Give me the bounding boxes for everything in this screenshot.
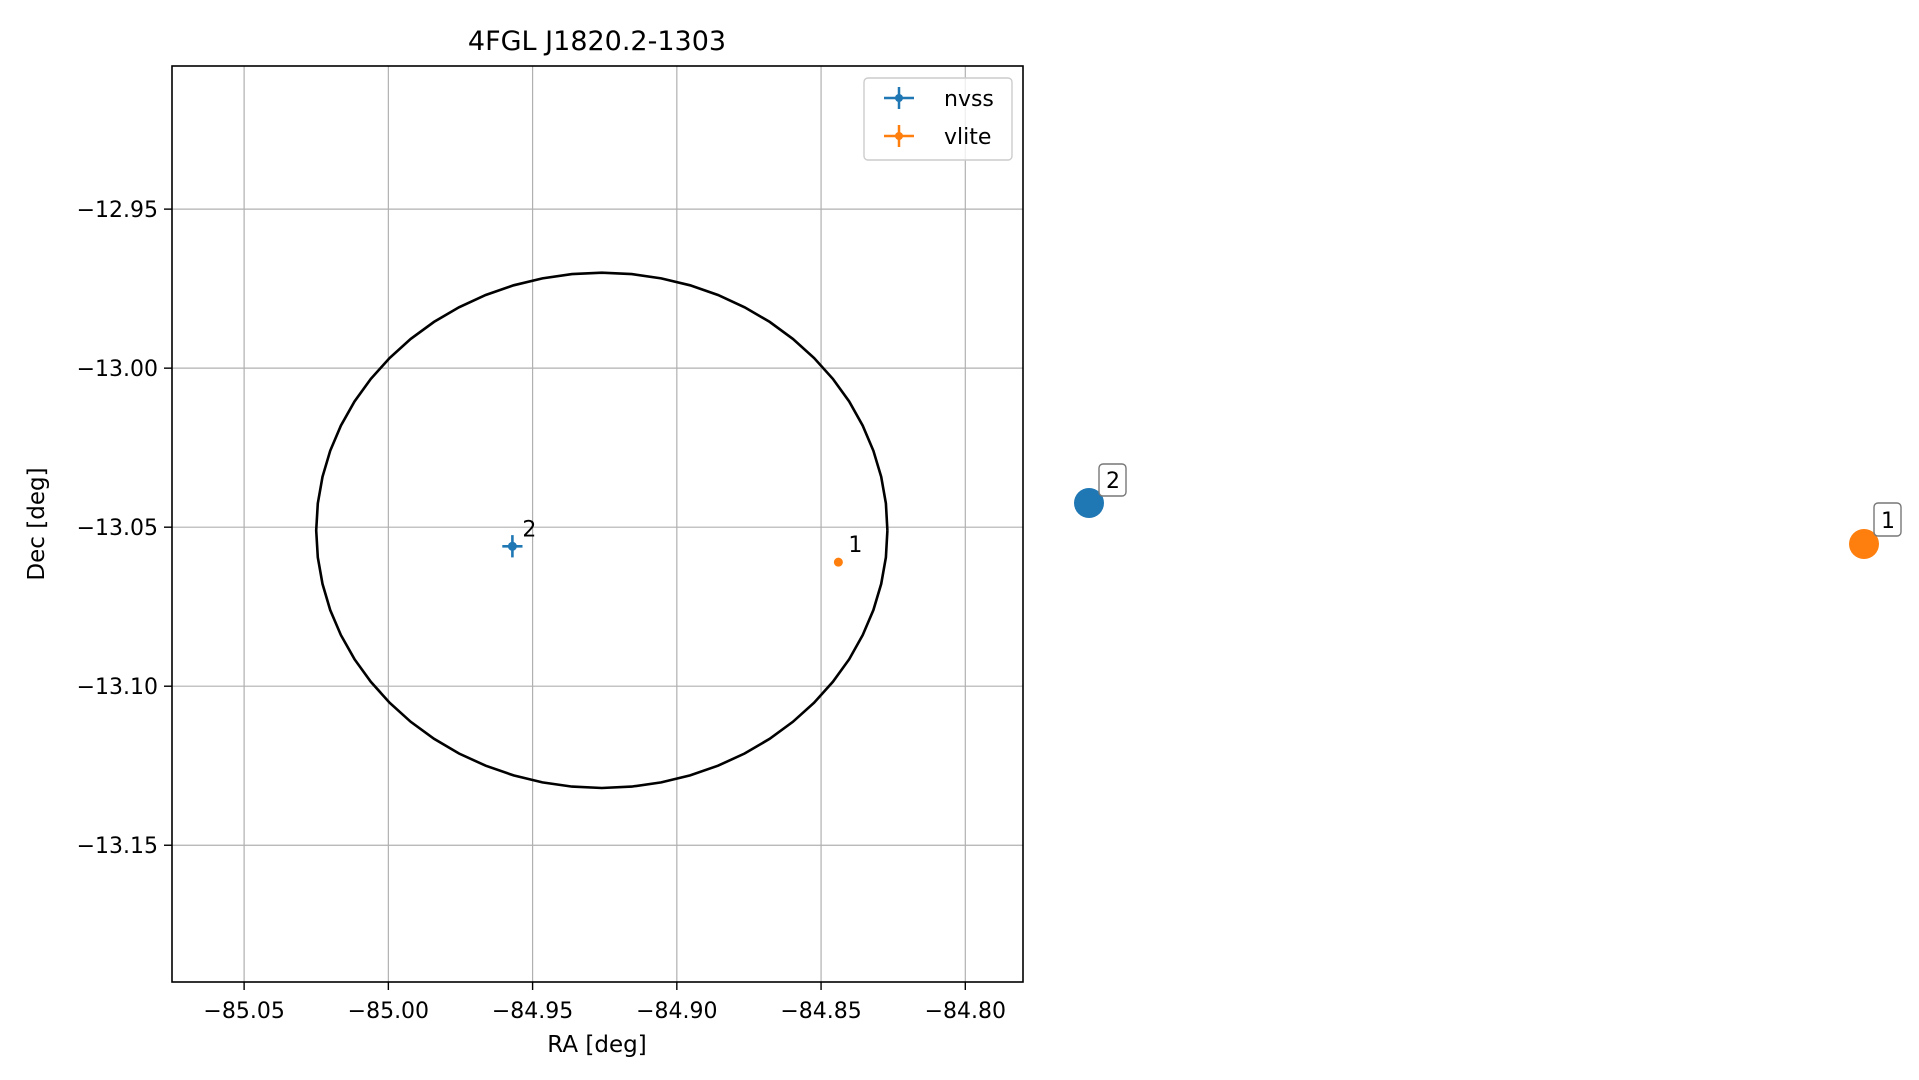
x-tick-label: −84.90 xyxy=(636,999,717,1024)
y-ticks: −12.95 −13.00 −13.05 −13.10 −13.15 xyxy=(77,198,172,859)
axes-frame xyxy=(171,65,1024,983)
legend-label-vlite: vlite xyxy=(944,125,991,150)
side-marker-orange xyxy=(1849,529,1879,559)
side-markers: 2 1 xyxy=(1074,463,1902,559)
chart-title: 4FGL J1820.2-1303 xyxy=(468,26,726,57)
grid-lines xyxy=(172,66,1023,982)
x-tick-label: −85.05 xyxy=(203,999,284,1024)
x-tick-label: −85.00 xyxy=(348,999,429,1024)
y-tick-label: −13.10 xyxy=(77,675,158,700)
side-marker-orange-label: 1 xyxy=(1881,509,1895,534)
source-ellipse xyxy=(314,271,889,790)
marker-dot xyxy=(833,557,843,567)
marker-dot xyxy=(507,541,517,551)
data-point-vlite xyxy=(833,557,843,567)
legend-marker-vlite xyxy=(884,125,914,147)
x-tick-label: −84.95 xyxy=(492,999,573,1024)
x-tick-label: −84.80 xyxy=(925,999,1006,1024)
legend-marker-nvss xyxy=(884,87,914,109)
point-label: 1 xyxy=(848,533,862,558)
side-marker-blue-label-box xyxy=(1098,463,1127,497)
y-tick-label: −12.95 xyxy=(77,198,158,223)
x-ticks: −85.05 −85.00 −84.95 −84.90 −84.85 −84.80 xyxy=(203,982,1006,1024)
ellipse-layer xyxy=(314,271,889,790)
y-tick-label: −13.15 xyxy=(77,834,158,859)
y-tick-label: −13.00 xyxy=(77,357,158,382)
x-tick-label: −84.85 xyxy=(780,999,861,1024)
y-tick-label: −13.05 xyxy=(77,516,158,541)
y-axis-label: Dec [deg] xyxy=(24,467,50,580)
data-point-nvss xyxy=(502,535,523,558)
points-layer: 21 xyxy=(502,517,862,567)
legend-label-nvss: nvss xyxy=(944,87,994,112)
x-axis-label: RA [deg] xyxy=(547,1032,646,1058)
side-marker-blue xyxy=(1074,488,1104,518)
side-marker-blue-label: 2 xyxy=(1106,469,1120,494)
point-label: 2 xyxy=(522,517,536,542)
legend: nvss vlite xyxy=(863,77,1013,161)
side-marker-orange-label-box xyxy=(1873,502,1902,537)
